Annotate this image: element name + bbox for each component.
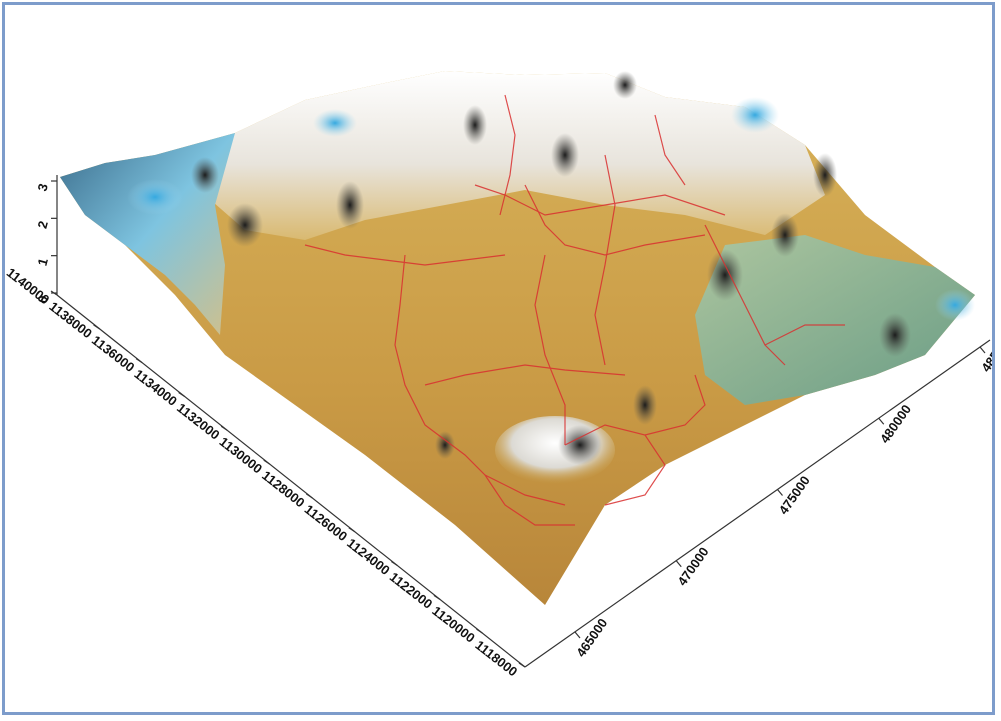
axes	[56, 175, 991, 668]
z-ticks-label: 1	[35, 257, 51, 268]
y-axis-line	[56, 294, 526, 668]
z-axis-ticks: 0 1 2 3	[35, 180, 57, 305]
y-ticks-mark	[135, 358, 143, 364]
road-network	[304, 94, 845, 526]
y-ticks-mark	[391, 561, 398, 567]
y-ticks-mark	[263, 459, 271, 465]
z-ticks-label: 2	[35, 219, 51, 230]
z-ticks-label: 0	[35, 294, 51, 305]
y-ticks-mark	[220, 425, 228, 431]
y-ticks-mark	[476, 628, 483, 634]
x-ticks-label: 475000	[776, 473, 813, 517]
x-axis-line	[524, 339, 991, 668]
y-ticks-mark	[433, 594, 441, 600]
x-ticks-label: 480000	[877, 402, 914, 446]
x-ticks-mark	[777, 489, 783, 496]
z-ticks-label: 3	[35, 182, 51, 193]
x-ticks-mark	[878, 417, 885, 425]
x-ticks-label: 470000	[674, 544, 711, 588]
y-ticks-mark	[93, 324, 100, 330]
y-ticks-mark	[305, 493, 313, 499]
x-ticks-mark	[979, 346, 986, 354]
x-ticks-mark	[574, 631, 581, 639]
x-ticks-mark	[675, 560, 682, 568]
terrain-base	[60, 71, 975, 605]
y-ticks-label: 1140000	[5, 265, 52, 308]
y-ticks-mark	[518, 662, 526, 668]
y-ticks-mark	[50, 290, 58, 296]
y-ticks-mark	[348, 527, 356, 533]
x-ticks-label: 465000	[573, 616, 610, 660]
y-ticks-mark	[178, 391, 185, 397]
